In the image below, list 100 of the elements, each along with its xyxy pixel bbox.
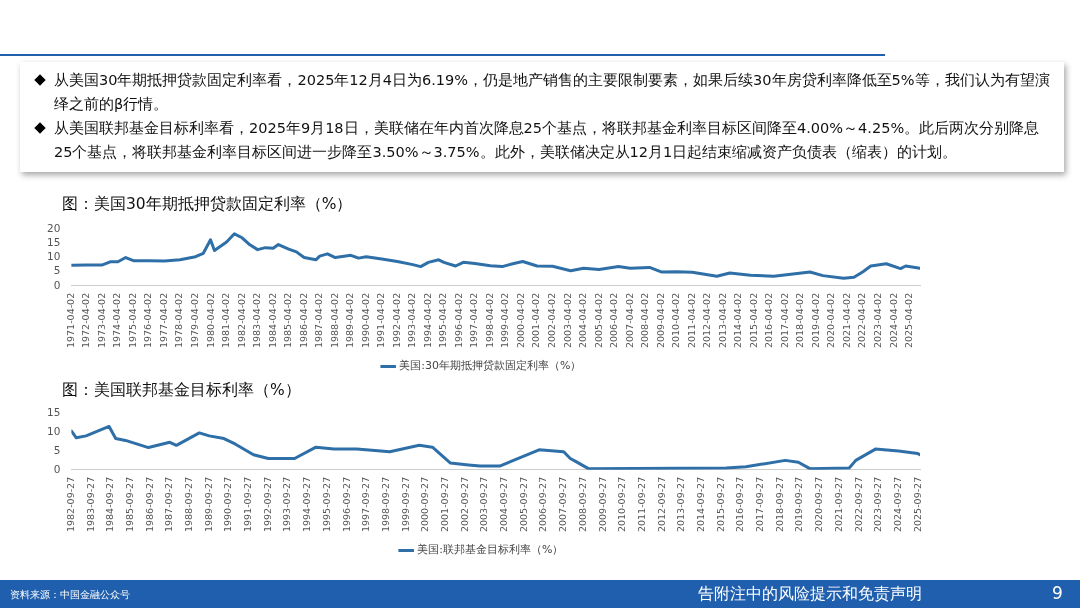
x-tick-label: 2024-09-27 — [892, 476, 904, 533]
x-tick-label: 1981-04-02 — [220, 292, 232, 349]
x-tick-label: 2025-09-27 — [911, 476, 923, 533]
x-tick-label: 2012-09-27 — [655, 476, 667, 533]
y-tick-label: 20 — [46, 222, 61, 235]
y-tick-label: 15 — [46, 406, 61, 419]
y-tick-label: 10 — [46, 250, 61, 263]
x-tick-label: 2014-09-27 — [695, 476, 707, 533]
x-tick-label: 2021-04-02 — [840, 292, 852, 349]
chart-title: 图：美国30年期抵押贷款固定利率（%） — [62, 194, 353, 215]
x-tick-label: 2005-04-02 — [592, 292, 604, 349]
x-tick-label: 1986-09-27 — [143, 476, 155, 533]
x-tick-label: 2007-09-27 — [557, 476, 569, 533]
x-tick-label: 2009-04-02 — [654, 292, 666, 349]
x-tick-label: 2008-09-27 — [576, 476, 588, 533]
x-tick-label: 2022-04-02 — [856, 292, 868, 349]
x-tick-label: 2003-04-02 — [561, 292, 573, 349]
x-tick-label: 2002-04-02 — [546, 292, 558, 349]
x-tick-label: 2000-04-02 — [514, 292, 526, 349]
x-tick-label: 2011-04-02 — [685, 292, 697, 349]
x-tick-label: 1998-04-02 — [483, 292, 495, 349]
x-tick-label: 1979-04-02 — [189, 292, 200, 349]
x-tick-label: 2010-09-27 — [616, 476, 628, 533]
x-tick-label: 1990-04-02 — [359, 292, 371, 349]
chart-title: 图：美国联邦基金目标利率（%） — [62, 380, 301, 401]
x-tick-label: 1994-04-02 — [421, 292, 433, 349]
x-tick-label: 1984-09-27 — [104, 476, 116, 533]
x-tick-label: 2015-04-02 — [747, 292, 759, 349]
x-tick-label: 1999-09-27 — [399, 476, 411, 533]
x-tick-label: 1982-04-02 — [235, 292, 247, 349]
x-tick-label: 2023-04-02 — [871, 292, 883, 349]
x-tick-label: 1973-04-02 — [95, 292, 107, 349]
y-tick-label: 5 — [53, 443, 61, 456]
x-tick-label: 2004-09-27 — [498, 476, 510, 533]
x-tick-label: 1998-09-27 — [379, 476, 391, 533]
x-tick-label: 1990-09-27 — [222, 476, 234, 533]
x-tick-label: 1982-09-27 — [64, 476, 76, 533]
x-tick-label: 2025-04-02 — [903, 292, 915, 349]
x-tick-label: 1989-09-27 — [202, 476, 214, 533]
x-tick-label: 2000-09-27 — [419, 476, 431, 533]
x-tick-label: 2017-04-02 — [778, 292, 790, 349]
y-tick-label: 10 — [46, 424, 61, 437]
x-tick-label: 1971-04-02 — [64, 292, 76, 349]
legend-label: 美国:联邦基金目标利率（%） — [417, 543, 564, 557]
x-tick-label: 2018-09-27 — [773, 476, 785, 533]
x-tick-label: 2016-09-27 — [734, 476, 746, 533]
x-tick-label: 1995-04-02 — [437, 292, 449, 349]
x-tick-label: 1987-09-27 — [163, 476, 175, 533]
x-tick-label: 2005-09-27 — [517, 476, 529, 533]
x-tick-label: 1985-04-02 — [282, 292, 294, 349]
x-tick-label: 2010-04-02 — [670, 292, 682, 349]
y-tick-label: 5 — [53, 264, 61, 277]
x-tick-label: 2022-09-27 — [852, 476, 864, 533]
x-tick-label: 2012-04-02 — [701, 292, 713, 349]
x-tick-label: 1991-09-27 — [242, 476, 254, 533]
x-tick-label: 2015-09-27 — [714, 476, 726, 533]
x-tick-label: 1978-04-02 — [173, 292, 185, 349]
x-tick-label: 1987-04-02 — [313, 292, 325, 349]
x-tick-label: 1991-04-02 — [375, 292, 387, 349]
x-tick-label: 1997-04-02 — [468, 292, 480, 349]
text: 告附注中的风险提示和免责声明 — [698, 584, 922, 605]
x-tick-label: 1996-04-02 — [452, 292, 464, 349]
x-tick-label: 1988-09-27 — [183, 476, 195, 533]
text: 从美国30年期抵押贷款固定利率看，2025年12月4日为6.19%，仍是地产销售的主要限制要素，如果后续30年房贷利率降低至5%等，我们认为有望演绎之前的β行情。 — [54, 72, 1050, 112]
x-tick-label: 1989-04-02 — [344, 292, 356, 349]
x-tick-label: 1996-09-27 — [340, 476, 352, 533]
x-tick-label: 1994-09-27 — [301, 476, 313, 533]
x-tick-label: 2018-04-02 — [794, 292, 806, 349]
x-tick-label: 2004-04-02 — [577, 292, 589, 349]
x-tick-label: 1986-04-02 — [297, 292, 309, 349]
x-tick-label: 1999-04-02 — [499, 292, 511, 349]
x-tick-label: 2017-09-27 — [754, 476, 766, 533]
x-tick-label: 1985-09-27 — [123, 476, 135, 533]
x-tick-label: 2020-09-27 — [813, 476, 825, 533]
x-tick-label: 2011-09-27 — [635, 476, 647, 533]
x-tick-label: 2003-09-27 — [478, 476, 490, 533]
y-tick-label: 0 — [53, 278, 61, 291]
y-tick-label: 0 — [53, 462, 61, 475]
legend-label: 美国:30年期抵押贷款固定利率（%） — [399, 359, 582, 373]
x-tick-label: 2019-09-27 — [793, 476, 805, 533]
x-tick-label: 1997-09-27 — [360, 476, 372, 533]
x-tick-label: 1995-09-27 — [320, 476, 332, 533]
x-tick-label: 2013-09-27 — [675, 476, 687, 533]
x-tick-label: 2013-04-02 — [716, 292, 728, 349]
x-tick-label: 2006-04-02 — [608, 292, 620, 349]
text: 9 — [1052, 583, 1063, 603]
x-tick-label: 1992-09-27 — [261, 476, 273, 533]
x-tick-label: 2024-04-02 — [887, 292, 899, 349]
x-tick-label: 2009-09-27 — [596, 476, 608, 533]
x-tick-label: 1980-04-02 — [204, 292, 216, 349]
y-tick-label: 15 — [46, 236, 61, 249]
x-tick-label: 2001-04-02 — [530, 292, 542, 349]
x-tick-label: 1988-04-02 — [328, 292, 340, 349]
x-tick-label: 1993-04-02 — [406, 292, 418, 349]
x-tick-label: 2020-04-02 — [825, 292, 837, 349]
x-tick-label: 2002-09-27 — [458, 476, 470, 533]
x-tick-label: 1983-04-02 — [251, 292, 263, 349]
x-tick-label: 1977-04-02 — [157, 292, 169, 349]
text: 从美国联邦基金目标利率看，2025年9月18日，美联储在年内首次降息25个基点，将联邦基金利率目标区间降至4.00%～4.25%。此后两次分别降息25个基点，将联邦基金利率目标区间进一步降至3.50%～3.75%。此外，美联储决定从12月1日起结束缩减资产负债表（缩表）的计划。 — [54, 120, 1040, 160]
x-tick-label: 1992-04-02 — [390, 292, 402, 349]
